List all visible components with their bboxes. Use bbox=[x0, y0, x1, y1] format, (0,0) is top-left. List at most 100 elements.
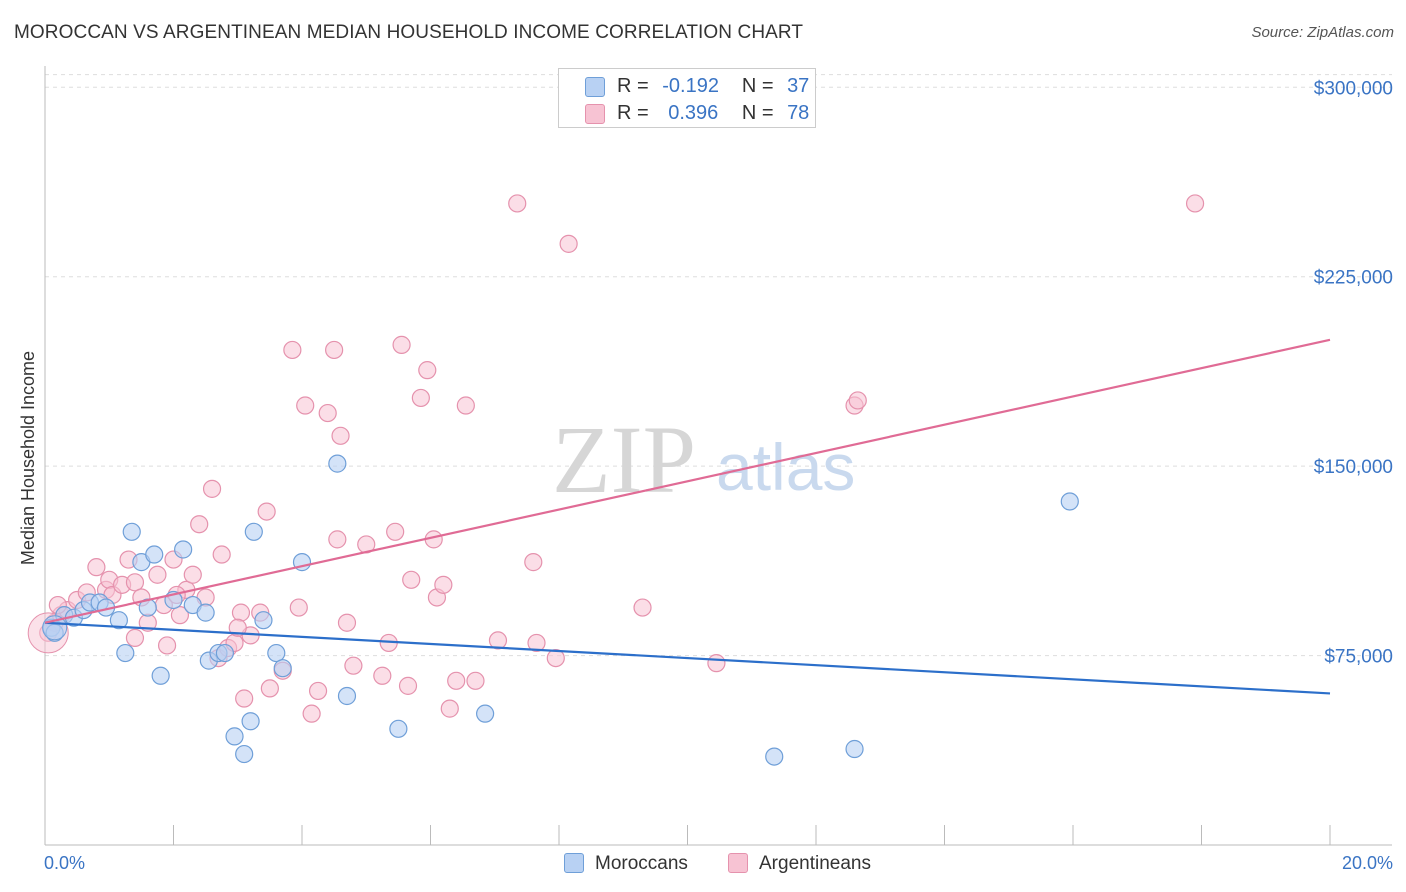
watermark: ZIP atlas bbox=[552, 406, 855, 513]
moroccan-point bbox=[337, 686, 357, 706]
grid-lines bbox=[45, 74, 1392, 657]
legend-r-value: 0.396 bbox=[668, 102, 719, 124]
argentinean-point bbox=[148, 565, 167, 584]
argentinean-point bbox=[302, 704, 321, 723]
legend-row-moroccans: R = -0.192 N = 37 bbox=[617, 75, 809, 101]
legend-n-label: N = bbox=[741, 102, 774, 124]
bottom-legend-argentineans: Argentineans bbox=[759, 853, 871, 874]
series-moroccans-points bbox=[42, 454, 1079, 766]
legend-swatch-moroccans bbox=[585, 77, 605, 97]
argentinean-point bbox=[402, 570, 421, 589]
argentinean-point bbox=[212, 545, 231, 564]
legend-r-value: -0.192 bbox=[662, 75, 719, 97]
argentineans-trend-line bbox=[44, 338, 1331, 624]
moroccan-point bbox=[845, 739, 864, 759]
y-tick-labels: $75,000 $150,000 $225,000 $300,000 bbox=[1314, 78, 1393, 667]
argentinean-point bbox=[125, 573, 145, 592]
moroccan-point bbox=[145, 545, 164, 564]
legend-row-argentineans: R = 0.396 N = 78 bbox=[617, 102, 809, 128]
argentinean-point bbox=[344, 656, 363, 675]
argentinean-point bbox=[466, 671, 485, 690]
moroccan-point bbox=[225, 727, 244, 746]
argentinean-point bbox=[392, 335, 411, 354]
moroccan-point bbox=[122, 522, 141, 541]
moroccans-trend-line bbox=[44, 621, 1331, 695]
argentinean-point bbox=[202, 479, 222, 498]
argentinean-point bbox=[318, 403, 337, 423]
argentinean-point bbox=[190, 515, 209, 534]
x-tick-labels: 0.0% 20.0% bbox=[44, 853, 1393, 873]
moroccan-point bbox=[116, 643, 135, 663]
argentinean-point bbox=[527, 633, 546, 653]
argentinean-point bbox=[257, 502, 276, 521]
moroccan-point bbox=[109, 611, 128, 630]
argentinean-point bbox=[633, 598, 652, 617]
argentinean-point bbox=[398, 676, 418, 695]
axes bbox=[44, 66, 1392, 846]
argentinean-point bbox=[524, 553, 543, 572]
argentinean-point bbox=[87, 558, 106, 577]
legend-r-label: R = bbox=[617, 102, 649, 124]
bottom-legend-swatch-moroccans bbox=[564, 853, 584, 873]
moroccan-point bbox=[174, 540, 193, 559]
argentinean-point bbox=[434, 575, 453, 594]
moroccan-point bbox=[196, 603, 215, 622]
argentinean-point bbox=[125, 628, 145, 647]
bottom-legend-moroccans: Moroccans bbox=[595, 853, 688, 874]
argentinean-point bbox=[296, 396, 315, 415]
argentinean-point bbox=[386, 522, 405, 541]
argentinean-point bbox=[1185, 194, 1205, 213]
argentinean-point bbox=[456, 396, 475, 415]
argentinean-point bbox=[325, 340, 344, 360]
moroccan-point bbox=[389, 719, 408, 738]
moroccan-point bbox=[1060, 492, 1079, 511]
y-tick-label: $300,000 bbox=[1314, 78, 1393, 99]
y-tick-label: $150,000 bbox=[1314, 457, 1393, 478]
legend-n-value: 37 bbox=[787, 75, 810, 97]
x-tick-label: 20.0% bbox=[1342, 853, 1393, 873]
bottom-legend-swatch-argentineans bbox=[728, 853, 748, 873]
argentinean-point bbox=[418, 361, 437, 380]
argentinean-point bbox=[170, 606, 190, 625]
legend-n-value: 78 bbox=[787, 102, 810, 124]
moroccan-point bbox=[273, 659, 292, 678]
moroccan-point bbox=[235, 744, 254, 764]
moroccan-point bbox=[151, 666, 170, 685]
moroccan-point bbox=[241, 712, 260, 731]
moroccan-point bbox=[215, 643, 234, 663]
argentinean-point bbox=[373, 666, 392, 685]
legend-r-label: R = bbox=[617, 75, 649, 97]
moroccan-point bbox=[267, 643, 286, 663]
watermark-atlas: atlas bbox=[716, 430, 855, 504]
x-tick-label: 0.0% bbox=[44, 853, 85, 873]
y-tick-label: $75,000 bbox=[1324, 647, 1393, 668]
chart-title: MOROCCAN VS ARGENTINEAN MEDIAN HOUSEHOLD… bbox=[14, 22, 804, 43]
argentinean-point bbox=[440, 699, 459, 718]
stats-legend: R = -0.192 N = 37 R = 0.396 N = 78 bbox=[558, 68, 816, 128]
argentinean-point bbox=[260, 679, 279, 698]
argentinean-point bbox=[559, 234, 578, 253]
moroccan-point bbox=[254, 611, 273, 630]
argentinean-point bbox=[331, 426, 350, 445]
argentinean-point bbox=[508, 194, 527, 213]
argentinean-point bbox=[447, 671, 466, 690]
legend-n-label: N = bbox=[741, 75, 774, 97]
moroccan-point bbox=[244, 522, 263, 541]
argentinean-point bbox=[707, 654, 726, 673]
y-axis-label: Median Household Income bbox=[18, 351, 38, 565]
argentinean-point bbox=[289, 598, 308, 617]
argentinean-point bbox=[488, 631, 508, 650]
y-tick-label: $225,000 bbox=[1314, 268, 1393, 289]
moroccan-point bbox=[765, 747, 784, 766]
moroccan-point bbox=[476, 704, 495, 723]
argentinean-point bbox=[848, 391, 867, 410]
argentinean-point bbox=[183, 565, 202, 584]
argentinean-point bbox=[546, 648, 565, 668]
argentinean-point bbox=[308, 681, 328, 701]
series-legend: Moroccans Argentineans bbox=[0, 850, 1406, 880]
watermark-zip: ZIP bbox=[552, 406, 696, 513]
argentinean-point bbox=[337, 613, 357, 632]
argentinean-point bbox=[157, 636, 177, 655]
argentinean-point bbox=[328, 530, 347, 549]
